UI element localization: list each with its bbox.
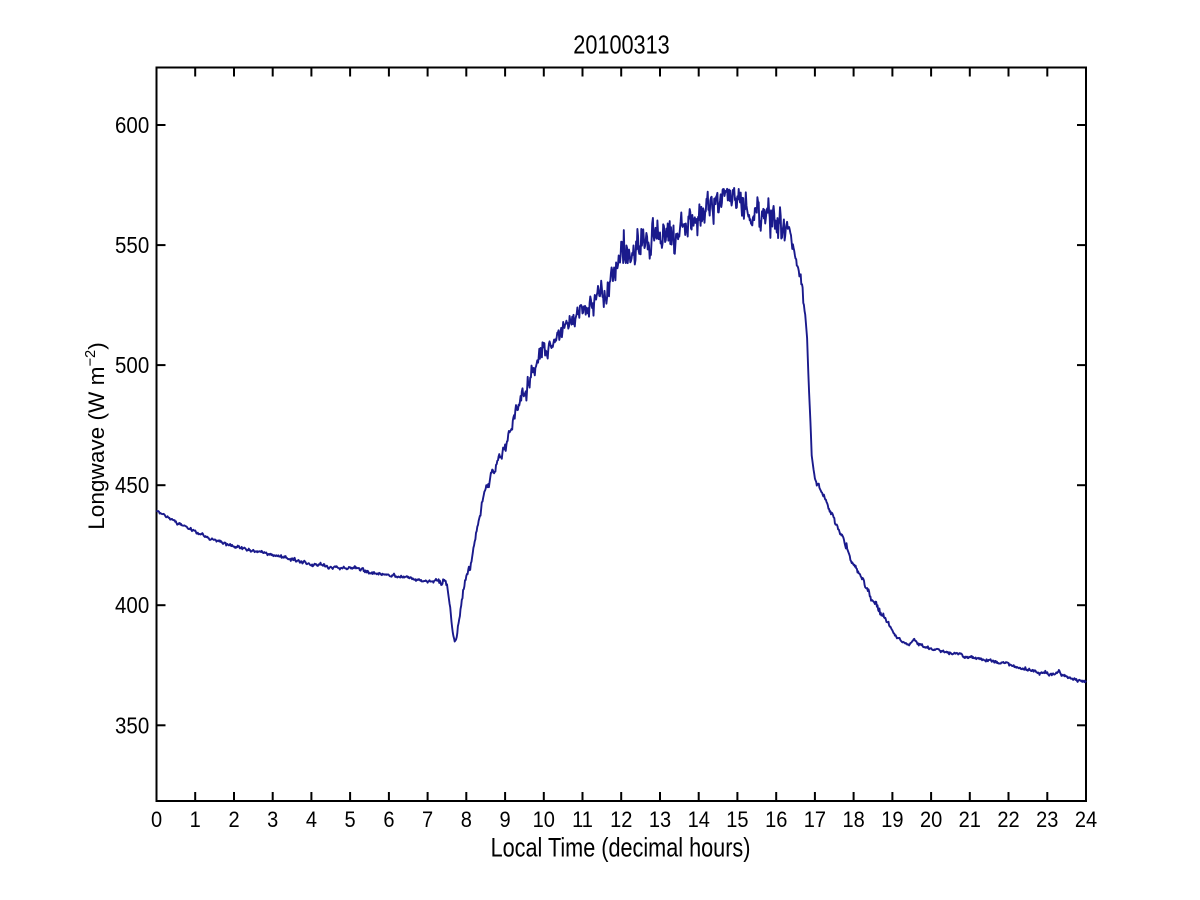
svg-text:15: 15 <box>726 808 748 832</box>
svg-text:8: 8 <box>461 808 472 832</box>
svg-text:Longwave (W m−2): Longwave (W m−2) <box>83 342 109 530</box>
svg-text:550: 550 <box>115 232 149 259</box>
svg-text:16: 16 <box>765 808 787 832</box>
svg-text:22: 22 <box>997 808 1019 832</box>
svg-text:19: 19 <box>881 808 903 832</box>
svg-text:9: 9 <box>500 808 511 832</box>
svg-text:18: 18 <box>842 808 864 832</box>
svg-text:24: 24 <box>1075 808 1098 832</box>
svg-text:13: 13 <box>649 808 671 832</box>
svg-text:500: 500 <box>115 352 149 379</box>
svg-text:14: 14 <box>688 808 711 832</box>
svg-text:6: 6 <box>383 808 394 832</box>
svg-text:0: 0 <box>151 808 162 832</box>
svg-text:Local Time (decimal hours): Local Time (decimal hours) <box>491 833 751 863</box>
svg-text:23: 23 <box>1036 808 1058 832</box>
svg-text:17: 17 <box>804 808 826 832</box>
svg-text:5: 5 <box>345 808 356 832</box>
svg-text:20100313: 20100313 <box>573 31 669 60</box>
svg-text:11: 11 <box>572 808 593 832</box>
svg-text:3: 3 <box>267 808 278 832</box>
svg-text:10: 10 <box>533 808 555 832</box>
svg-text:7: 7 <box>422 808 433 832</box>
svg-text:1: 1 <box>190 808 201 832</box>
svg-text:350: 350 <box>115 712 149 739</box>
svg-text:12: 12 <box>610 808 632 832</box>
svg-text:450: 450 <box>115 472 149 499</box>
svg-text:400: 400 <box>115 592 149 619</box>
svg-text:600: 600 <box>115 112 149 139</box>
svg-text:4: 4 <box>306 808 317 832</box>
svg-text:2: 2 <box>228 808 239 832</box>
svg-text:20: 20 <box>920 808 942 832</box>
svg-text:21: 21 <box>959 808 981 832</box>
